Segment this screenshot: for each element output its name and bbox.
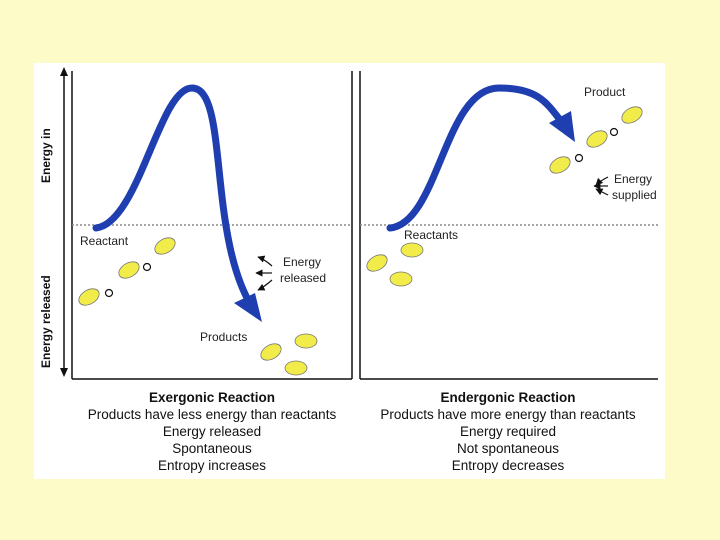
energy-supplied-word-2: supplied <box>612 188 657 202</box>
products-label: Products <box>200 330 247 344</box>
energy-released-label: Energy released <box>39 275 53 368</box>
reactants-label: Reactants <box>404 228 458 242</box>
endergonic-caption-line: Energy required <box>459 424 557 439</box>
energy-supplied-arrows-icon <box>593 176 609 196</box>
energy-released-word-2: released <box>280 271 326 285</box>
exergonic-energy-arrow <box>92 84 260 317</box>
product-molecules <box>260 333 318 376</box>
product-label: Product <box>584 85 626 99</box>
exergonic-arrowhead-icon <box>234 293 262 322</box>
exergonic-caption-title: Exergonic Reaction <box>148 390 276 405</box>
axis-arrow-up-icon <box>60 67 68 76</box>
endergonic-arrowhead-icon <box>549 111 575 142</box>
reactant-label: Reactant <box>80 234 129 248</box>
exergonic-caption-line: Energy released <box>162 424 262 439</box>
exergonic-caption: Exergonic Reaction Products have less en… <box>62 389 362 474</box>
endergonic-energy-arrow <box>386 84 573 232</box>
exergonic-panel: Energy in Energy released Reactant Produ… <box>39 67 353 380</box>
endergonic-caption-title: Endergonic Reaction <box>440 390 576 405</box>
energy-supplied-word-1: Energy <box>614 172 652 186</box>
energy-diagram: Energy in Energy released Reactant Produ… <box>39 67 660 380</box>
exergonic-caption-line: Products have less energy than reactants <box>87 407 337 422</box>
product-molecule-chain <box>549 106 643 174</box>
energy-released-arrows-icon <box>255 255 273 291</box>
exergonic-caption-line: Spontaneous <box>172 441 252 456</box>
axis-arrow-down-icon <box>60 368 68 377</box>
endergonic-caption: Endergonic Reaction Products have more e… <box>358 389 658 474</box>
endergonic-caption-line: Entropy decreases <box>451 458 565 473</box>
reactant-molecule-chain <box>78 237 176 306</box>
exergonic-caption-line: Entropy increases <box>157 458 267 473</box>
endergonic-caption-line: Products have more energy than reactants <box>380 407 636 422</box>
reactant-molecules <box>366 242 424 287</box>
energy-in-label: Energy in <box>39 128 53 183</box>
reaction-figure: Energy in Energy released Reactant Produ… <box>34 63 665 479</box>
energy-released-word-1: Energy <box>283 255 321 269</box>
endergonic-panel: Reactants Product Energy supplied <box>359 71 660 380</box>
endergonic-caption-line: Not spontaneous <box>456 441 560 456</box>
